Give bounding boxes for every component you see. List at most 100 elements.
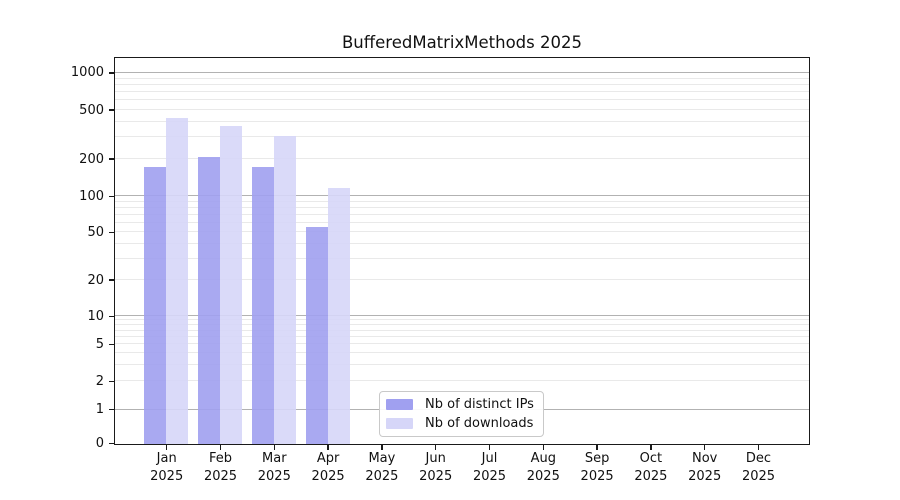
y-tick <box>109 158 114 160</box>
y-tick-label: 2 <box>95 373 104 389</box>
x-tick-label: Oct 2025 <box>621 450 681 485</box>
x-tick-label: Jan 2025 <box>137 450 197 485</box>
bar-downloads <box>273 135 296 444</box>
x-tick-year: 2025 <box>580 468 614 484</box>
y-gridline-minor <box>115 77 809 79</box>
bar-downloads <box>220 126 242 444</box>
y-gridline-minor <box>115 242 809 244</box>
x-tick-year: 2025 <box>688 468 722 484</box>
x-tick-year: 2025 <box>526 468 560 484</box>
x-tick-label: Aug 2025 <box>513 450 573 485</box>
y-tick-label: 0 <box>95 436 104 451</box>
x-tick-month: Jul <box>481 451 498 466</box>
y-gridline-minor <box>115 352 809 354</box>
y-tick <box>109 109 114 111</box>
y-tick <box>109 279 114 281</box>
y-gridline-minor <box>115 120 809 122</box>
x-tick-label: Sep 2025 <box>567 450 627 485</box>
legend-label: Nb of distinct IPs <box>425 397 534 412</box>
x-tick-year: 2025 <box>365 468 399 484</box>
x-tick <box>435 445 437 450</box>
y-tick <box>109 380 114 383</box>
x-tick <box>757 445 760 450</box>
y-tick-label: 5 <box>95 336 104 352</box>
y-gridline-minor <box>115 213 809 215</box>
x-tick-month: Jun <box>425 451 446 466</box>
y-gridline-minor <box>115 324 809 326</box>
x-tick-label: Mar 2025 <box>244 450 304 485</box>
y-gridline-minor <box>115 91 809 92</box>
y-tick-label: 20 <box>87 272 104 288</box>
y-tick <box>109 195 114 197</box>
bar-downloads <box>327 187 350 444</box>
y-gridline-minor <box>115 206 809 208</box>
y-tick-label: 200 <box>79 151 104 167</box>
y-gridline-minor <box>115 99 809 101</box>
y-tick <box>109 231 114 233</box>
x-tick <box>704 445 706 450</box>
y-tick <box>109 408 114 411</box>
y-tick <box>109 72 114 74</box>
bar-distinct-ips <box>144 166 167 444</box>
x-tick-month: Apr <box>316 451 340 466</box>
x-tick-label: Dec 2025 <box>729 450 789 485</box>
x-tick-year: 2025 <box>419 468 453 484</box>
x-tick-month: May <box>368 451 396 466</box>
legend-item: Nb of downloads <box>386 416 537 431</box>
x-tick-year: 2025 <box>311 468 345 484</box>
bar-distinct-ips <box>305 226 328 444</box>
x-tick-month: Sep <box>584 451 610 466</box>
y-tick <box>109 315 114 317</box>
y-gridline-minor <box>115 221 809 223</box>
legend: Nb of distinct IPs Nb of downloads <box>379 391 544 437</box>
legend-swatch-distinct-ips <box>386 399 413 410</box>
bar-distinct-ips <box>251 166 274 444</box>
y-tick-label: 500 <box>79 102 104 118</box>
x-tick-year: 2025 <box>741 468 776 484</box>
x-tick <box>596 445 598 450</box>
x-tick-year: 2025 <box>257 468 291 484</box>
x-tick <box>542 445 544 450</box>
y-gridline-minor <box>115 83 809 85</box>
y-gridline-minor <box>115 329 809 331</box>
legend-item: Nb of distinct IPs <box>386 397 537 412</box>
legend-swatch-downloads <box>386 418 413 429</box>
x-tick-month: Jan <box>156 451 177 466</box>
x-tick-label: Feb 2025 <box>191 450 251 485</box>
x-tick-label: Apr 2025 <box>298 450 358 485</box>
x-tick-month: Aug <box>530 451 556 466</box>
y-gridline-minor <box>115 319 809 321</box>
bar-downloads <box>166 118 189 444</box>
x-tick <box>327 445 329 450</box>
x-tick <box>219 445 222 450</box>
x-tick-label: Jul 2025 <box>460 450 520 485</box>
y-gridline-minor <box>115 231 809 233</box>
y-gridline-major <box>115 71 809 73</box>
y-tick <box>109 442 114 445</box>
x-tick <box>488 445 491 450</box>
y-tick-label: 10 <box>87 308 104 324</box>
y-tick <box>109 343 114 345</box>
x-tick-label: Nov 2025 <box>675 450 735 485</box>
y-gridline-major <box>115 315 809 317</box>
x-tick <box>381 445 383 450</box>
y-gridline-minor <box>115 257 809 259</box>
y-tick-label: 1 <box>95 402 104 417</box>
y-gridline-minor <box>115 380 809 382</box>
y-gridline-minor <box>115 279 809 281</box>
x-tick-label: Jun 2025 <box>406 450 466 485</box>
bar-distinct-ips <box>198 156 220 444</box>
x-tick-month: Dec <box>745 451 772 466</box>
chart-title: BufferedMatrixMethods 2025 <box>341 33 582 52</box>
x-tick-year: 2025 <box>150 468 184 484</box>
y-gridline-minor <box>115 158 809 160</box>
x-tick-month: Oct <box>639 451 663 466</box>
x-tick-year: 2025 <box>203 468 238 484</box>
y-gridline-minor <box>115 335 809 337</box>
x-tick-label: May 2025 <box>352 450 412 485</box>
x-tick-month: Feb <box>208 451 233 466</box>
y-tick-label: 1000 <box>70 65 104 81</box>
y-gridline-minor <box>115 136 809 138</box>
plot-area <box>114 57 810 445</box>
